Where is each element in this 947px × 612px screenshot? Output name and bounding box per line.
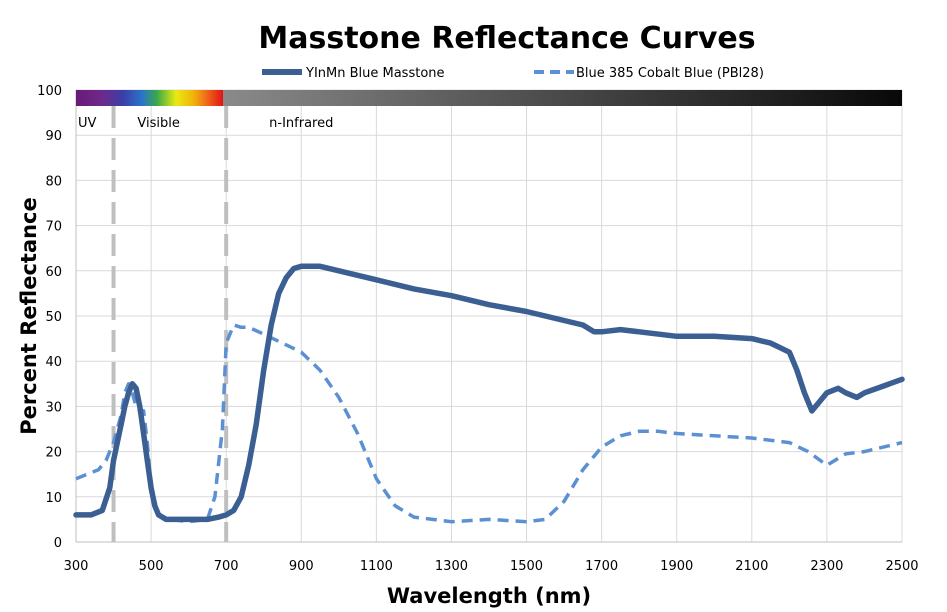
plot-frame [75,90,902,543]
region-label: n-Infrared [269,116,333,131]
chart-title: Masstone Reflectance Curves [258,21,755,56]
x-tick-label: 2500 [885,559,918,574]
y-tick-label: 10 [45,491,62,506]
x-tick-label: 300 [64,559,89,574]
series-line [75,323,903,524]
x-tick-label: 700 [214,559,239,574]
y-tick-label: 50 [45,310,62,325]
spectrum-infrared [223,90,902,106]
x-tick-label: 1900 [660,559,693,574]
x-axis-label: Wavelength (nm) [387,584,591,608]
y-tick-label: 80 [45,174,62,189]
y-tick-label: 40 [45,355,62,370]
y-tick-label: 70 [45,220,62,235]
y-tick-label: 90 [45,129,62,144]
x-tick-label: 2300 [810,559,843,574]
x-tick-label: 1100 [360,559,393,574]
x-tick-label: 900 [289,559,314,574]
legend: YInMn Blue Masstone Blue 385 Cobalt Blue… [262,66,764,81]
x-tick-label: 1300 [435,559,468,574]
y-tick-label: 60 [45,265,62,280]
x-tick-label: 1500 [510,559,543,574]
y-tick-label: 20 [45,446,62,461]
x-tick-labels: 300 500 700 900 1100 1300 1500 1700 1900 2100 2300… [64,559,919,574]
x-tick-label: 1700 [585,559,618,574]
y-tick-label: 30 [45,400,62,415]
y-tick-label: 100 [37,84,62,99]
region-label: Visible [137,116,179,131]
legend-label-cobalt: Blue 385 Cobalt Blue (PBl28) [576,66,764,81]
x-tick-label: 500 [139,559,164,574]
legend-label-yinmn: YInMn Blue Masstone [305,66,445,81]
y-axis-label: Percent Reflectance [17,197,41,435]
series-line [73,263,905,523]
y-tick-label: 0 [54,536,62,551]
y-tick-labels: 0 10 20 30 40 50 60 70 80 90 100 [37,84,62,551]
spectrum-bar [76,90,902,106]
region-label: UV [78,116,97,131]
region-boundaries [111,106,229,542]
x-tick-label: 2100 [735,559,768,574]
series-layer [73,263,905,524]
spectrum-visible [76,90,223,106]
gridlines [76,89,903,542]
region-labels: UV Visible n-Infrared [78,116,333,131]
